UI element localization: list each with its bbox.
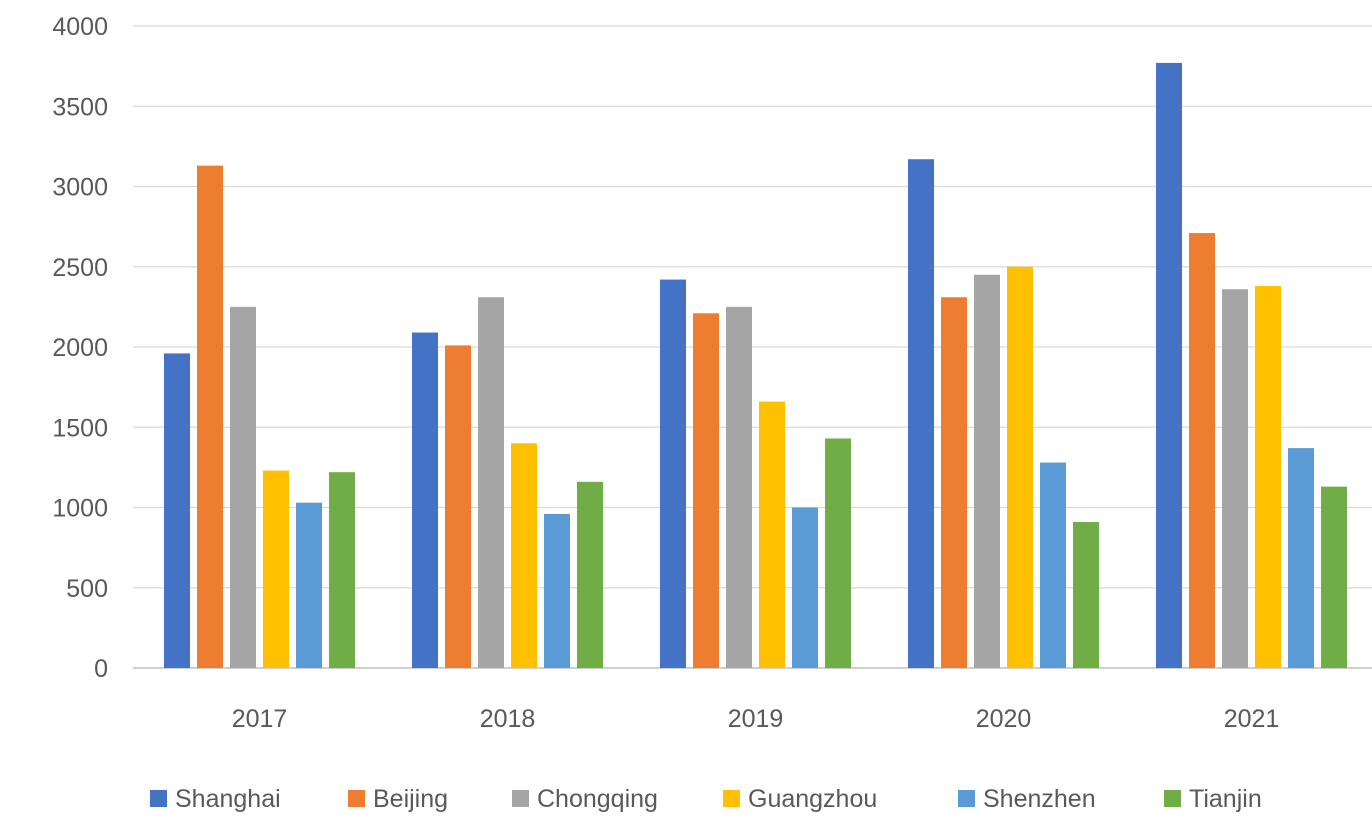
legend-item-beijing: Beijing [348,785,448,813]
bar-guangzhou-2018 [511,443,537,668]
x-axis: 2017 2018 2019 2020 2021 [232,705,1280,733]
legend-swatch [348,790,365,807]
legend-item-shanghai: Shanghai [150,785,281,813]
bar-beijing-2017 [197,165,223,668]
bar-beijing-2021 [1189,233,1215,669]
legend-label: Tianjin [1189,785,1262,813]
x-tick-label: 2017 [232,705,288,733]
y-tick-label: 0 [94,655,108,683]
legend-swatch [723,790,740,807]
legend-item-guangzhou: Guangzhou [723,785,877,813]
legend-swatch [150,790,167,807]
legend-item-chongqing: Chongqing [512,785,658,813]
bar-beijing-2019 [693,313,719,668]
legend: Shanghai Beijing Chongqing Guangzhou Shenzhe… [150,785,1262,813]
legend-label: Beijing [373,785,448,813]
y-tick-label: 3000 [52,174,108,202]
bar-shanghai-2019 [660,279,686,668]
bar-tianjin-2017 [329,472,355,668]
y-tick-label: 2500 [52,254,108,282]
y-tick-label: 1500 [52,414,108,442]
bar-chongqing-2019 [726,306,752,668]
bar-chongqing-2020 [974,274,1000,668]
y-tick-label: 3500 [52,93,108,121]
bar-tianjin-2020 [1073,521,1099,668]
bar-tianjin-2018 [577,481,603,668]
bar-tianjin-2019 [825,438,851,668]
bar-shanghai-2020 [908,159,934,668]
x-tick-label: 2019 [728,705,784,733]
y-tick-label: 4000 [52,13,108,41]
bar-beijing-2020 [941,297,967,668]
y-tick-label: 2000 [52,334,108,362]
y-tick-label: 500 [66,575,108,603]
bar-guangzhou-2020 [1007,266,1033,668]
bar-tianjin-2021 [1321,486,1347,668]
bar-shenzhen-2020 [1040,462,1066,668]
legend-swatch [1164,790,1181,807]
bar-beijing-2018 [445,345,471,668]
bar-shenzhen-2019 [792,507,818,668]
y-tick-label: 1000 [52,495,108,523]
bar-guangzhou-2017 [263,470,289,668]
bar-shanghai-2018 [412,332,438,668]
bar-guangzhou-2019 [759,401,785,668]
bar-chongqing-2017 [230,306,256,668]
bar-shenzhen-2017 [296,502,322,668]
x-tick-label: 2018 [480,705,536,733]
x-tick-label: 2020 [976,705,1032,733]
bar-chongqing-2018 [478,297,504,668]
legend-label: Shenzhen [983,785,1096,813]
bar-guangzhou-2021 [1255,286,1281,668]
legend-label: Chongqing [537,785,658,813]
legend-swatch [512,790,529,807]
bar-shanghai-2017 [164,353,190,668]
bar-shenzhen-2018 [544,513,570,668]
legend-label: Guangzhou [748,785,877,813]
x-tick-label: 2021 [1224,705,1280,733]
legend-item-shenzhen: Shenzhen [958,785,1096,813]
bar-shenzhen-2021 [1288,448,1314,668]
bars [164,62,1347,669]
legend-label: Shanghai [175,785,281,813]
bar-shanghai-2021 [1156,62,1182,669]
y-axis: 0 500 1000 1500 2000 2500 3000 3500 4000 [52,13,108,683]
bar-chongqing-2021 [1222,289,1248,668]
legend-swatch [958,790,975,807]
legend-item-tianjin: Tianjin [1164,785,1262,813]
